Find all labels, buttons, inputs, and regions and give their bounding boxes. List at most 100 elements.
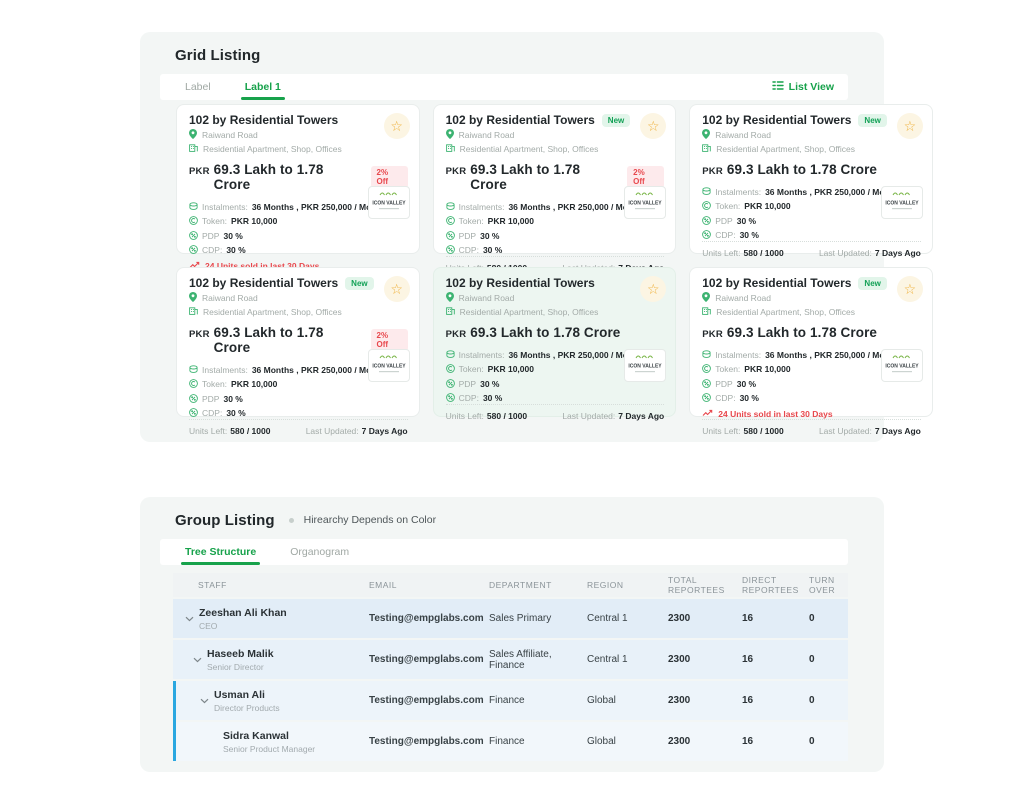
chevron-down-icon[interactable]: [193, 657, 207, 663]
card-footer: Units Left:580 / 1000 Last Updated:7 Day…: [189, 418, 408, 436]
property-location: Raiwand Road: [202, 130, 258, 140]
instalments-icon: [702, 350, 711, 361]
col-turn-over: TURN OVER: [809, 575, 836, 595]
last-updated-value: 7 Days Ago: [618, 410, 665, 421]
table-row[interactable]: Sidra Kanwal Senior Product Manager Test…: [173, 722, 848, 761]
instalments-icon: [446, 202, 455, 213]
card-grid: 102 by Residential Towers ☆ Raiwand Road: [176, 104, 933, 436]
price-currency: PKR: [445, 329, 467, 340]
pdp-percent-icon: [189, 230, 198, 242]
property-types: Residential Apartment, Shop, Offices: [716, 306, 856, 317]
tab-label-1[interactable]: Label 1: [228, 74, 298, 100]
group-listing-title: Group Listing: [175, 511, 275, 529]
staff-email: Testing@empglabs.com: [369, 736, 484, 747]
direct-reportees: 16: [742, 695, 754, 706]
location-pin-icon: [445, 129, 454, 141]
cdp-percent-icon: [189, 407, 198, 419]
list-view-button[interactable]: List View: [771, 74, 834, 100]
direct-reportees: 16: [742, 613, 754, 624]
property-card[interactable]: 102 by Residential Towers ☆ Raiwand Road: [432, 267, 677, 421]
turn-over: 0: [809, 736, 815, 747]
property-title: 102 by Residential Towers: [445, 113, 595, 127]
chevron-down-icon[interactable]: [200, 698, 214, 704]
staff-role: Senior Director: [207, 661, 264, 672]
col-total-reportees: TOTAL REPORTEES: [668, 575, 725, 595]
tab-tree-structure[interactable]: Tree Structure: [168, 539, 273, 565]
staff-email: Testing@empglabs.com: [369, 695, 484, 706]
group-listing-tabbar: Tree Structure Organogram: [160, 539, 848, 565]
new-badge: New: [345, 276, 374, 290]
new-badge: New: [601, 113, 631, 127]
pdp-percent-icon: [445, 378, 455, 390]
price-range: 69.3 Lakh to 1.78 Crore: [470, 325, 621, 340]
property-location: Raiwand Road: [715, 293, 772, 303]
col-direct-reportees: DIRECT REPORTEES: [742, 575, 799, 595]
favorite-star-button[interactable]: ☆: [640, 276, 667, 302]
staff-role: CEO: [199, 620, 218, 631]
card-footer: Units Left:580 / 1000 Last Updated:7 Day…: [702, 240, 921, 258]
favorite-star-button[interactable]: ☆: [383, 276, 410, 302]
units-left-value: 580 / 1000: [486, 410, 528, 421]
property-title: 102 by Residential Towers: [702, 276, 852, 290]
table-row[interactable]: Usman Ali Director Products Testing@empg…: [173, 681, 848, 722]
property-types: Residential Apartment, Shop, Offices: [716, 143, 856, 154]
grid-listing-tabbar: Label Label 1 List View: [160, 74, 848, 100]
staff-name: Zeeshan Ali Khan: [199, 606, 287, 619]
units-left-value: 580 / 1000: [743, 247, 784, 258]
cdp-percent-icon: [702, 392, 712, 404]
price-range: 69.3 Lakh to 1.78 Crore: [726, 325, 878, 340]
discount-badge: 2% Off: [370, 329, 408, 351]
token-icon: [702, 201, 712, 212]
tab-organogram[interactable]: Organogram: [290, 546, 350, 558]
token-icon: [702, 364, 712, 375]
property-title: 102 by Residential Towers: [445, 276, 595, 290]
instalments-icon: [189, 202, 198, 213]
property-types: Residential Apartment, Shop, Offices: [459, 306, 599, 317]
col-email: EMAIL: [369, 580, 398, 590]
star-icon: ☆: [646, 118, 660, 134]
trend-up-icon: [189, 261, 200, 271]
star-icon: ☆: [646, 281, 660, 297]
grid-listing-panel: Grid Listing Label Label 1 List View 102…: [140, 32, 933, 442]
price-range: 69.3 Lakh to 1.78 Crore: [213, 325, 324, 355]
favorite-star-button[interactable]: ☆: [896, 113, 923, 139]
property-card[interactable]: 102 by Residential Towers New ☆ Raiwand …: [176, 267, 420, 436]
card-footer: Units Left:580 / 1000 Last Updated:7 Day…: [702, 418, 921, 436]
new-badge: New: [858, 276, 887, 290]
property-card[interactable]: 102 by Residential Towers New ☆ Raiwand …: [689, 267, 933, 436]
col-staff: STAFF: [198, 580, 227, 590]
property-card[interactable]: 102 by Residential Towers New ☆ Raiwand …: [432, 104, 677, 273]
property-types: Residential Apartment, Shop, Offices: [203, 143, 342, 154]
table-row[interactable]: Haseeb Malik Senior Director Testing@emp…: [173, 640, 848, 679]
staff-department: Finance: [489, 736, 525, 747]
favorite-star-button[interactable]: ☆: [640, 113, 667, 139]
total-reportees: 2300: [668, 695, 691, 706]
svg-text:ICON VALLEY: ICON VALLEY: [885, 364, 919, 370]
property-card[interactable]: 102 by Residential Towers New ☆ Raiwand …: [689, 104, 933, 258]
building-icon: [189, 306, 198, 317]
col-region: REGION: [587, 580, 624, 590]
star-icon: ☆: [903, 281, 917, 297]
property-types: Residential Apartment, Shop, Offices: [459, 143, 599, 154]
total-reportees: 2300: [668, 654, 691, 665]
location-pin-icon: [189, 129, 197, 141]
favorite-star-button[interactable]: ☆: [896, 276, 923, 302]
table-row[interactable]: Zeeshan Ali Khan CEO Testing@empglabs.co…: [173, 599, 848, 638]
favorite-star-button[interactable]: ☆: [383, 113, 410, 139]
group-listing-panel: Group Listing Hirearchy Depends on Color…: [140, 497, 884, 772]
units-left-value: 580 / 1000: [230, 425, 271, 436]
pdp-percent-icon: [189, 393, 198, 405]
location-pin-icon: [702, 129, 711, 141]
star-icon: ☆: [903, 118, 917, 134]
table-body: Zeeshan Ali Khan CEO Testing@empglabs.co…: [173, 599, 848, 761]
tab-label[interactable]: Label: [185, 81, 211, 93]
chevron-down-icon[interactable]: [185, 616, 199, 622]
table-header-row: STAFF EMAIL DEPARTMENT REGION TOTAL REPO…: [173, 573, 848, 597]
list-view-icon: [771, 81, 784, 93]
property-card[interactable]: 102 by Residential Towers ☆ Raiwand Road: [176, 104, 420, 288]
total-reportees: 2300: [668, 736, 691, 747]
cdp-percent-icon: [445, 244, 455, 256]
price-currency: PKR: [445, 166, 467, 177]
property-title: 102 by Residential Towers: [702, 113, 852, 127]
price-currency: PKR: [702, 329, 723, 340]
